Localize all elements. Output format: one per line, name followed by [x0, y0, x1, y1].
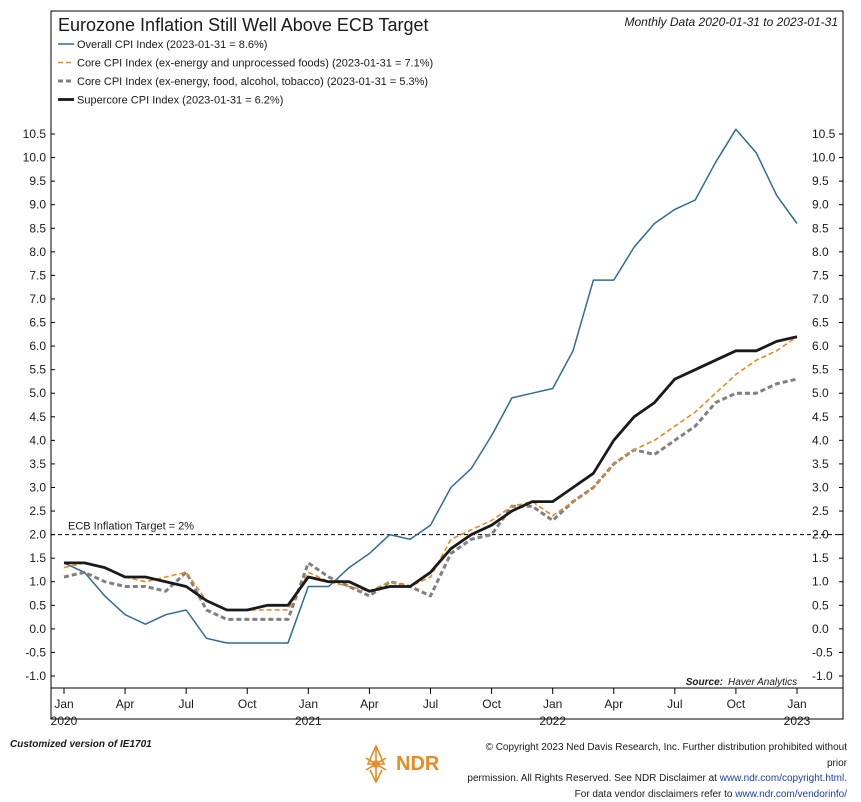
y-tick-label-right: 10.5 [812, 127, 836, 141]
chart-subtitle: Monthly Data 2020-01-31 to 2023-01-31 [625, 15, 838, 29]
copyright-line-1: © Copyright 2023 Ned Davis Research, Inc… [467, 740, 847, 771]
x-tick-label: Jan [54, 697, 73, 711]
y-tick-label-left: 4.0 [29, 433, 46, 447]
y-tick-label-right: 7.0 [812, 292, 829, 306]
y-tick-label-right: 3.5 [812, 457, 829, 471]
y-tick-label-left: -0.5 [25, 645, 46, 659]
y-tick-label-right: 8.0 [812, 245, 829, 259]
y-tick-label-left: 8.5 [29, 221, 46, 235]
x-tick-label: Apr [116, 697, 135, 711]
y-tick-label-left: 0.0 [29, 622, 46, 636]
y-tick-label-left: 2.0 [29, 528, 46, 542]
y-tick-label-right: 9.5 [812, 174, 829, 188]
chart-canvas: Eurozone Inflation Still Well Above ECB … [0, 0, 861, 736]
ndr-emblem-icon [366, 746, 386, 782]
y-tick-label-left: 10.0 [23, 151, 47, 165]
x-year-label: 2022 [539, 714, 566, 728]
x-tick-label: Oct [482, 697, 501, 711]
x-tick-label: Jul [667, 697, 682, 711]
y-tick-label-right: 1.5 [812, 551, 829, 565]
y-tick-label-right: 0.5 [812, 598, 829, 612]
copyright-line-3: For data vendor disclaimers refer to www… [467, 787, 847, 802]
y-tick-label-left: 8.0 [29, 245, 46, 259]
x-axis: Jan Apr Jul Oct Jan Apr Jul Oct Jan Apr Jul Oct Jan 2… [51, 688, 811, 728]
footer-copyright: © Copyright 2023 Ned Davis Research, Inc… [467, 740, 847, 802]
y-tick-label-right: 6.0 [812, 339, 829, 353]
y-tick-label-right: 9.0 [812, 198, 829, 212]
y-tick-label-left: 3.5 [29, 457, 46, 471]
y-tick-label-left: 10.5 [23, 127, 47, 141]
y-tick-label-right: 5.0 [812, 386, 829, 400]
y-tick-label-left: 1.0 [29, 575, 46, 589]
x-year-label: 2020 [51, 714, 78, 728]
y-tick-label-left: 5.5 [29, 363, 46, 377]
x-tick-label: Apr [604, 697, 623, 711]
copyright-line-2-text: permission. All Rights Reserved. See NDR… [467, 773, 717, 784]
y-tick-label-left: -1.0 [25, 669, 46, 683]
y-tick-label-left: 0.5 [29, 598, 46, 612]
source-label: Source: [686, 677, 723, 688]
series-line-overall [64, 129, 797, 643]
series-line-core [64, 337, 797, 610]
y-tick-label-right: 3.0 [812, 480, 829, 494]
x-tick-label: Oct [727, 697, 746, 711]
ndr-logo-text: NDR [396, 753, 440, 775]
x-tick-label: Apr [360, 697, 379, 711]
x-tick-label: Jan [299, 697, 318, 711]
y-tick-label-left: 2.5 [29, 504, 46, 518]
y-tick-label-left: 7.5 [29, 268, 46, 282]
y-axis-right: 10.5 10.0 9.5 9.0 8.5 8.0 7.5 7.0 6.5 6.0 5.5 5.0 4.… [812, 127, 843, 683]
x-tick-label: Oct [238, 697, 257, 711]
y-tick-label-right: 7.5 [812, 268, 829, 282]
y-tick-label-right: 6.5 [812, 316, 829, 330]
series-line-supercore [64, 337, 797, 610]
legend: Overall CPI Index (2023-01-31 = 8.6%) Cor… [58, 39, 433, 107]
y-tick-label-right: 4.5 [812, 410, 829, 424]
y-tick-label-left: 6.0 [29, 339, 46, 353]
y-tick-label-right: 10.0 [812, 151, 836, 165]
y-tick-label-left: 1.5 [29, 551, 46, 565]
y-tick-label-right: 2.5 [812, 504, 829, 518]
copyright-line-3-text: For data vendor disclaimers refer to [575, 789, 733, 800]
y-tick-label-left: 6.5 [29, 316, 46, 330]
y-tick-label-left: 3.0 [29, 480, 46, 494]
y-tick-label-right: -0.5 [812, 645, 833, 659]
footer-version-note: Customized version of IE1701 [10, 739, 152, 750]
x-year-label: 2023 [784, 714, 811, 728]
legend-label: Overall CPI Index (2023-01-31 = 8.6%) [77, 39, 267, 51]
x-tick-label: Jan [787, 697, 806, 711]
series-group [64, 129, 797, 643]
copyright-link[interactable]: www.ndr.com/copyright.html. [720, 773, 847, 784]
x-tick-label: Jan [543, 697, 562, 711]
legend-label: Core CPI Index (ex-energy, food, alcohol… [77, 76, 428, 88]
y-tick-label-right: 0.0 [812, 622, 829, 636]
x-tick-label: Jul [423, 697, 438, 711]
legend-label: Core CPI Index (ex-energy and unprocesse… [77, 58, 433, 70]
ndr-logo: NDR [362, 740, 462, 788]
y-tick-label-right: 4.0 [812, 433, 829, 447]
y-tick-label-right: -1.0 [812, 669, 833, 683]
y-tick-label-left: 9.0 [29, 198, 46, 212]
chart-title: Eurozone Inflation Still Well Above ECB … [58, 15, 429, 35]
ecb-target-label: ECB Inflation Target = 2% [68, 521, 194, 533]
y-tick-label-right: 5.5 [812, 363, 829, 377]
y-tick-label-left: 7.0 [29, 292, 46, 306]
source-value: Haver Analytics [728, 677, 797, 688]
y-axis-left: 10.5 10.0 9.5 9.0 8.5 8.0 7.5 7.0 6.5 6.0 5.5 5.0 4.… [23, 127, 55, 683]
y-tick-label-left: 9.5 [29, 174, 46, 188]
chart-frame [51, 11, 843, 719]
legend-label: Supercore CPI Index (2023-01-31 = 6.2%) [77, 95, 283, 107]
y-tick-label-left: 5.0 [29, 386, 46, 400]
x-tick-label: Jul [178, 697, 193, 711]
y-tick-label-right: 1.0 [812, 575, 829, 589]
y-tick-label-left: 4.5 [29, 410, 46, 424]
copyright-line-2: permission. All Rights Reserved. See NDR… [467, 771, 847, 787]
y-tick-label-right: 8.5 [812, 221, 829, 235]
target-line-group: ECB Inflation Target = 2% [51, 521, 843, 535]
x-year-label: 2021 [295, 714, 322, 728]
vendor-info-link[interactable]: www.ndr.com/vendorinfo/ [735, 789, 847, 800]
